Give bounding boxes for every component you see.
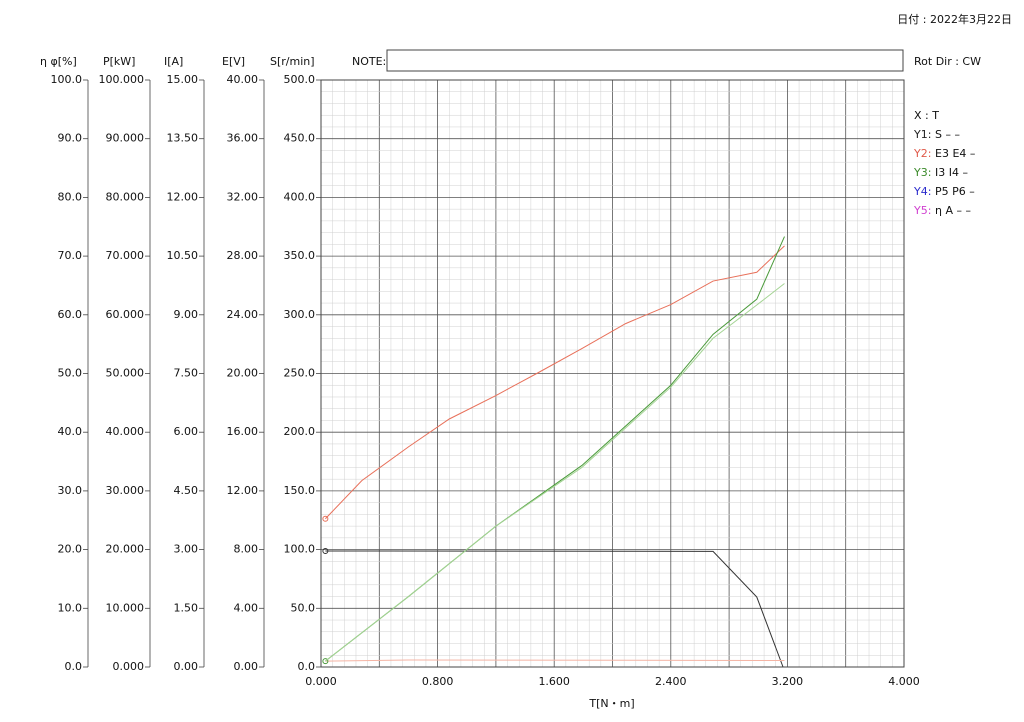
y-tick-label: 0.00 bbox=[174, 660, 199, 673]
y-tick-label: 15.00 bbox=[167, 73, 199, 86]
x-tick-label: 0.800 bbox=[422, 675, 454, 688]
y-tick-label: 400.0 bbox=[284, 190, 316, 203]
y-tick-label: 9.00 bbox=[174, 308, 199, 321]
y-tick-label: 90.000 bbox=[106, 132, 145, 145]
y-tick-label: 0.0 bbox=[65, 660, 83, 673]
y-tick-label: 50.000 bbox=[106, 367, 145, 380]
y-tick-label: 90.0 bbox=[58, 132, 83, 145]
y-tick-label: 80.0 bbox=[58, 190, 83, 203]
start-marker bbox=[322, 548, 329, 555]
y-tick-label: 10.000 bbox=[106, 601, 145, 614]
x-tick-label: 0.000 bbox=[305, 675, 337, 688]
y-tick-label: 300.0 bbox=[284, 308, 316, 321]
axis-label: E[V] bbox=[222, 55, 245, 68]
axis-label: I[A] bbox=[164, 55, 183, 68]
y-tick-label: 20.000 bbox=[106, 543, 145, 556]
y-tick-label: 100.0 bbox=[284, 543, 316, 556]
series-line bbox=[325, 245, 785, 520]
y-tick-label: 10.50 bbox=[167, 249, 199, 262]
y-tick-label: 150.0 bbox=[284, 484, 316, 497]
y-tick-label: 80.000 bbox=[106, 190, 145, 203]
y-tick-label: 1.50 bbox=[174, 601, 199, 614]
y-tick-label: 30.0 bbox=[58, 484, 83, 497]
y-tick-label: 200.0 bbox=[284, 425, 316, 438]
legend-text: P5 P6 – bbox=[935, 185, 975, 198]
y-tick-label: 13.50 bbox=[167, 132, 199, 145]
y-tick-label: 0.00 bbox=[234, 660, 259, 673]
legend-label: Y1: bbox=[913, 128, 931, 141]
y-tick-label: 70.000 bbox=[106, 249, 145, 262]
series-line bbox=[325, 283, 785, 662]
y-tick-label: 12.00 bbox=[167, 190, 199, 203]
y-tick-label: 60.0 bbox=[58, 308, 83, 321]
x-tick-label: 1.600 bbox=[538, 675, 570, 688]
y-tick-label: 30.000 bbox=[106, 484, 145, 497]
y-tick-label: 100.0 bbox=[51, 73, 83, 86]
legend-text: E3 E4 – bbox=[935, 147, 975, 160]
axis-label: S[r/min] bbox=[270, 55, 315, 68]
note-box bbox=[386, 49, 904, 72]
y-tick-label: 4.50 bbox=[174, 484, 199, 497]
y-tick-label: 16.00 bbox=[227, 425, 259, 438]
legend-x: X : T bbox=[914, 109, 939, 122]
y-tick-label: 0.000 bbox=[113, 660, 145, 673]
legend-text: η A – – bbox=[935, 204, 971, 217]
x-tick-label: 4.000 bbox=[888, 675, 920, 688]
y-tick-label: 7.50 bbox=[174, 367, 199, 380]
y-tick-label: 20.0 bbox=[58, 543, 83, 556]
y-tick-label: 20.00 bbox=[227, 367, 259, 380]
legend-text: I3 I4 – bbox=[935, 166, 968, 179]
legend-label: Y3: bbox=[913, 166, 931, 179]
y-tick-label: 350.0 bbox=[284, 249, 316, 262]
plot-frame bbox=[320, 79, 905, 668]
y-tick-label: 36.00 bbox=[227, 132, 259, 145]
series-line bbox=[325, 550, 784, 668]
x-tick-label: 3.200 bbox=[772, 675, 804, 688]
start-marker bbox=[322, 515, 329, 522]
y-tick-label: 50.0 bbox=[58, 367, 83, 380]
x-tick-label: 2.400 bbox=[655, 675, 687, 688]
y-tick-label: 12.00 bbox=[227, 484, 259, 497]
x-axis-label: T[N・m] bbox=[588, 697, 634, 710]
rot-dir: Rot Dir : CW bbox=[914, 55, 981, 68]
y-tick-label: 40.000 bbox=[106, 425, 145, 438]
y-tick-label: 60.000 bbox=[106, 308, 145, 321]
y-tick-label: 450.0 bbox=[284, 132, 316, 145]
y-tick-label: 10.0 bbox=[58, 601, 83, 614]
legend-label: Y5: bbox=[913, 204, 931, 217]
note-label: NOTE: bbox=[352, 55, 386, 68]
y-tick-label: 6.00 bbox=[174, 425, 199, 438]
date: 日付 : 2022年3月22日 bbox=[897, 12, 1012, 26]
y-tick-label: 100.000 bbox=[99, 73, 145, 86]
y-tick-label: 250.0 bbox=[284, 367, 316, 380]
y-tick-label: 32.00 bbox=[227, 190, 259, 203]
y-tick-label: 4.00 bbox=[234, 601, 259, 614]
start-marker bbox=[322, 658, 329, 665]
y-tick-label: 40.0 bbox=[58, 425, 83, 438]
y-tick-label: 8.00 bbox=[234, 543, 259, 556]
y-tick-label: 3.00 bbox=[174, 543, 199, 556]
axis-label: P[kW] bbox=[103, 55, 135, 68]
axis-label: η φ[%] bbox=[40, 55, 77, 68]
y-tick-label: 28.00 bbox=[227, 249, 259, 262]
series-line bbox=[325, 659, 785, 662]
y-tick-label: 24.00 bbox=[227, 308, 259, 321]
y-tick-label: 50.0 bbox=[291, 601, 316, 614]
legend-label: Y4: bbox=[913, 185, 931, 198]
y-tick-label: 40.00 bbox=[227, 73, 259, 86]
y-tick-label: 0.0 bbox=[298, 660, 316, 673]
y-tick-label: 500.0 bbox=[284, 73, 316, 86]
y-tick-label: 70.0 bbox=[58, 249, 83, 262]
legend-text: S – – bbox=[935, 128, 960, 141]
legend-label: Y2: bbox=[913, 147, 931, 160]
